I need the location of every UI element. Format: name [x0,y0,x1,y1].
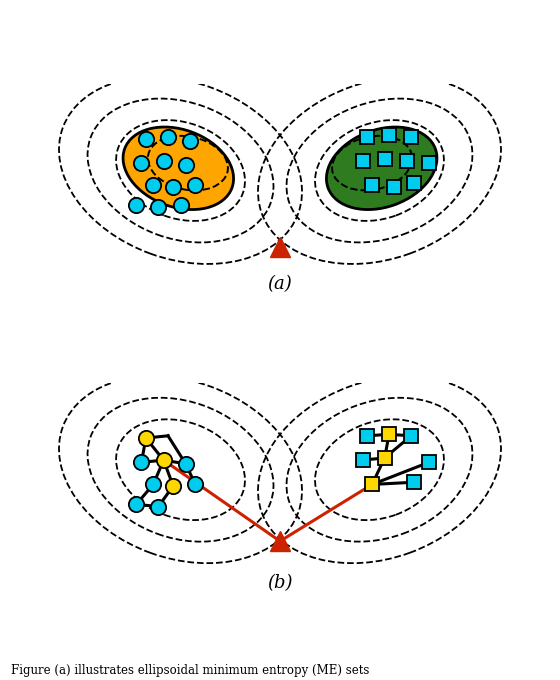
Ellipse shape [123,127,234,209]
Text: (b): (b) [267,574,293,592]
Ellipse shape [326,127,437,209]
Text: Figure (a) illustrates ellipsoidal minimum entropy (ME) sets: Figure (a) illustrates ellipsoidal minim… [11,664,370,677]
Text: (a): (a) [268,275,292,293]
